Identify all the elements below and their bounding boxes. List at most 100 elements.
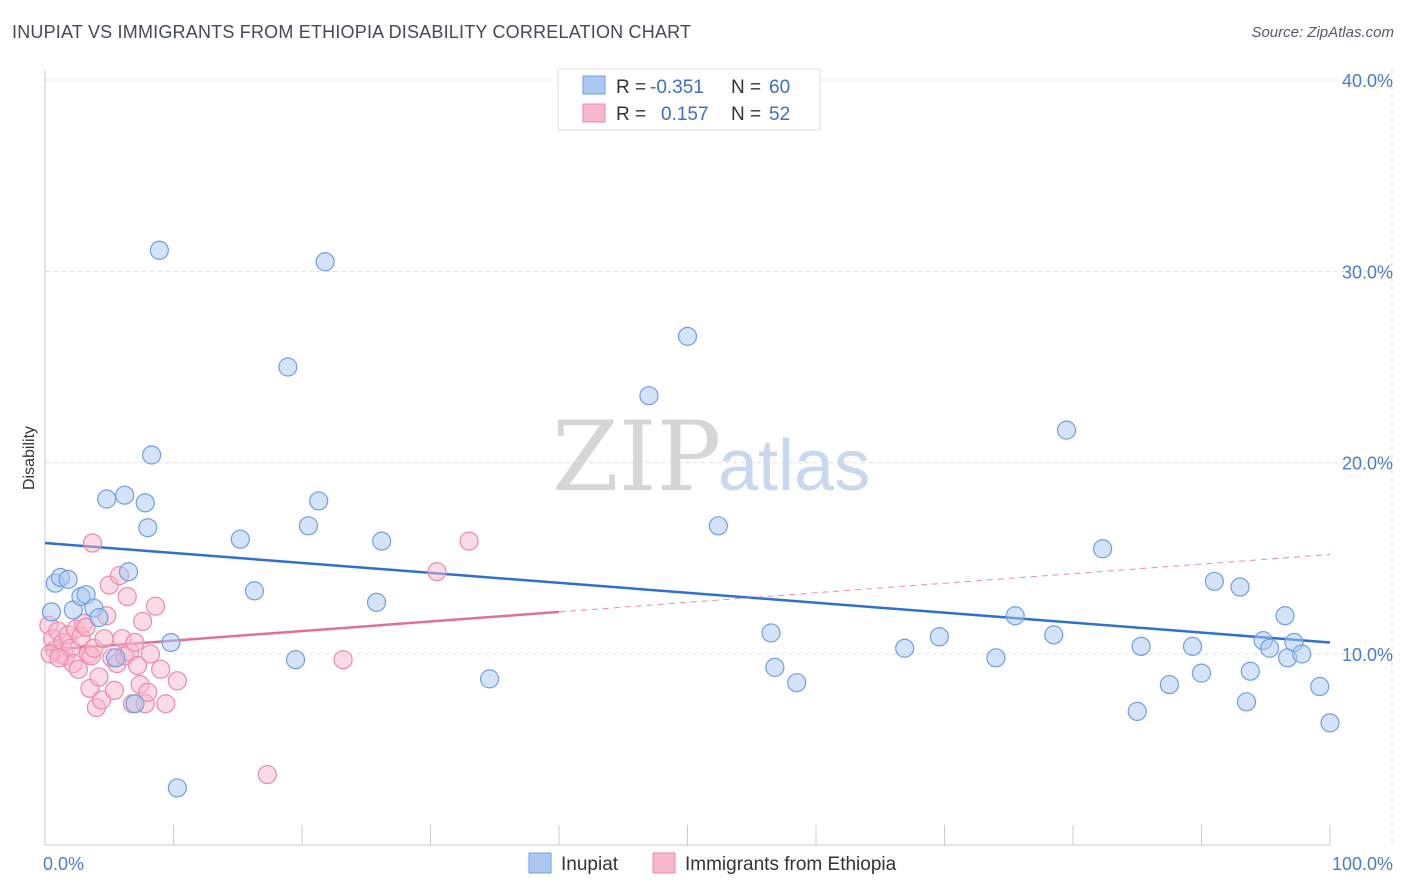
point-inupiat	[929, 627, 949, 647]
point-inupiat	[135, 493, 155, 513]
legend-n-value-1: 60	[769, 77, 790, 98]
point-inupiat	[115, 485, 135, 505]
point-inupiat	[244, 581, 265, 601]
bottom-legend-ethiopia: Immigrants from Ethiopia	[685, 854, 897, 875]
point-inupiat	[138, 518, 158, 538]
bottom-legend-swatch-inupiat	[528, 852, 552, 874]
point-inupiat	[761, 623, 781, 643]
source-label: Source: ZipAtlas.com	[1251, 24, 1394, 41]
points-ethiopia	[39, 531, 479, 785]
y-tick-label: 30.0%	[1342, 262, 1393, 282]
point-inupiat	[708, 516, 728, 536]
point-inupiat	[58, 569, 78, 589]
point-inupiat	[106, 648, 126, 668]
point-inupiat	[639, 386, 659, 406]
x-tick-labels: 0.0% 100.0%	[43, 854, 1393, 874]
point-inupiat	[765, 657, 785, 677]
point-inupiat	[278, 357, 298, 377]
legend-n-label-2: N =	[731, 104, 761, 125]
point-inupiat	[895, 638, 915, 658]
chart-title: INUPIAT VS IMMIGRANTS FROM ETHIOPIA DISA…	[12, 22, 692, 42]
point-inupiat	[787, 673, 807, 693]
point-ethiopia	[82, 533, 103, 553]
legend-n-label-1: N =	[731, 77, 761, 98]
point-ethiopia	[151, 659, 171, 679]
bottom-legend: Inupiat Immigrants from Ethiopia	[528, 852, 897, 875]
point-ethiopia	[94, 629, 114, 649]
point-inupiat	[1310, 676, 1330, 697]
point-inupiat	[1240, 661, 1260, 681]
legend-n-value-2: 52	[769, 104, 790, 125]
axes	[44, 70, 1331, 846]
point-inupiat	[97, 489, 117, 509]
point-ethiopia	[427, 562, 447, 582]
y-tick-label: 20.0%	[1342, 454, 1393, 474]
point-ethiopia	[257, 764, 277, 785]
point-inupiat	[1044, 625, 1064, 645]
point-inupiat	[1260, 638, 1280, 658]
point-ethiopia	[156, 694, 176, 714]
y-tick-label: 40.0%	[1342, 71, 1393, 91]
point-ethiopia	[333, 650, 353, 670]
watermark-zip: ZIP	[552, 401, 721, 513]
point-ethiopia	[138, 682, 158, 702]
point-inupiat	[125, 694, 145, 714]
gridlines	[45, 70, 1393, 845]
y-axis-label: Disability	[21, 426, 38, 490]
watermark: ZIP atlas	[552, 401, 870, 513]
point-ethiopia	[104, 680, 124, 700]
point-ethiopia	[145, 596, 166, 616]
point-inupiat	[1230, 577, 1250, 597]
x-tick-label-max: 100.0%	[1332, 854, 1393, 874]
y-tick-label: 10.0%	[1342, 645, 1393, 665]
point-inupiat	[285, 650, 306, 670]
point-inupiat	[1292, 644, 1312, 664]
point-ethiopia	[127, 655, 148, 676]
point-inupiat	[1320, 713, 1340, 733]
x-tick-label-min: 0.0%	[43, 854, 84, 874]
point-inupiat	[41, 602, 62, 622]
legend-swatch-ethiopia	[582, 103, 606, 123]
point-inupiat	[366, 592, 387, 612]
points-inupiat	[41, 240, 1340, 798]
point-inupiat	[1159, 675, 1179, 695]
point-ethiopia	[91, 690, 112, 710]
point-inupiat	[677, 326, 698, 346]
point-ethiopia	[89, 667, 109, 687]
bottom-legend-swatch-ethiopia	[652, 852, 676, 874]
point-inupiat	[1092, 539, 1113, 559]
point-ethiopia	[167, 671, 187, 691]
point-inupiat	[1204, 571, 1224, 591]
trend-line-ethiopia-extension	[558, 554, 1331, 613]
point-inupiat	[149, 240, 169, 260]
y-tick-labels: 10.0% 20.0% 30.0% 40.0%	[1342, 71, 1393, 665]
point-inupiat	[1056, 420, 1077, 440]
point-inupiat	[986, 648, 1006, 668]
point-inupiat	[309, 491, 329, 511]
legend-r-value-2: 0.157	[661, 104, 709, 125]
point-inupiat	[167, 778, 187, 798]
point-inupiat	[1127, 701, 1147, 722]
legend-r-value-1: -0.351	[650, 77, 704, 98]
point-inupiat	[315, 252, 335, 272]
point-inupiat	[372, 531, 392, 551]
legend-r-label-1: R =	[616, 77, 646, 98]
point-ethiopia	[76, 617, 96, 637]
legend-swatch-inupiat	[582, 75, 606, 95]
point-ethiopia	[459, 531, 479, 551]
point-inupiat	[1275, 606, 1295, 626]
point-ethiopia	[133, 611, 153, 632]
point-inupiat	[1191, 663, 1212, 683]
trend-lines	[44, 541, 1331, 652]
point-inupiat	[161, 632, 181, 653]
trend-line-inupiat	[44, 541, 1331, 644]
watermark-atlas: atlas	[718, 426, 870, 506]
legend-r-label-2: R =	[616, 104, 646, 125]
point-inupiat	[118, 562, 139, 582]
point-ethiopia	[49, 648, 69, 668]
point-inupiat	[1005, 606, 1025, 626]
point-ethiopia	[125, 632, 145, 653]
point-ethiopia	[140, 644, 160, 664]
point-inupiat	[1131, 636, 1151, 656]
